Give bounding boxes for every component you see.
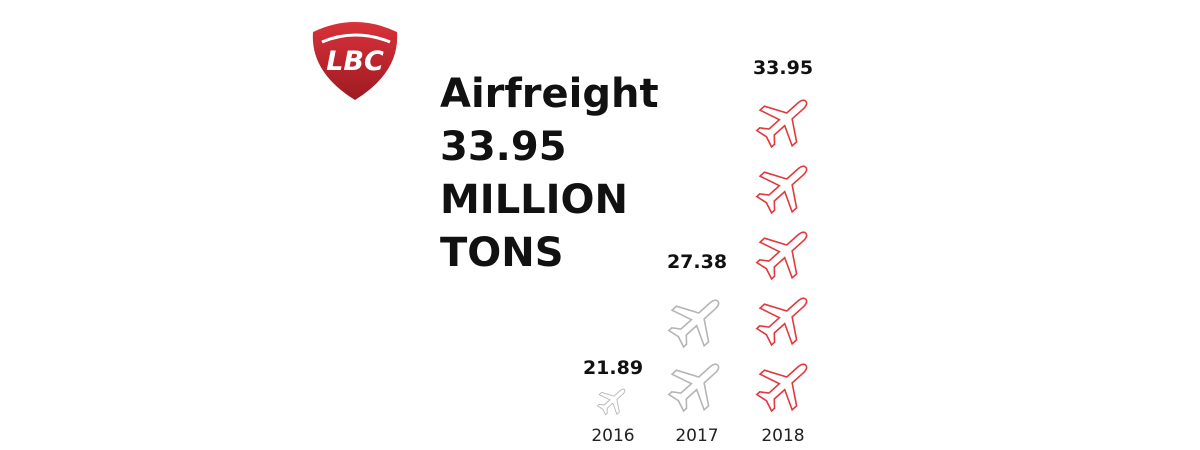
icon-column [592,379,634,421]
logo-shield [312,22,398,100]
year-label: 2018 [761,426,804,446]
plane-icon [747,214,823,290]
title-line: 33.95 [440,124,567,170]
plane-icon [747,346,823,422]
logo: LBC [312,22,398,100]
year-label: 2017 [675,426,718,446]
plane-icon [747,280,823,356]
plane-icon [659,346,735,422]
title-line: MILLION [440,177,628,223]
plane-icon [747,82,823,158]
logo-swoosh [321,33,391,44]
icon-column [747,82,823,422]
icon-column [659,282,735,422]
title-line: TONS [440,230,564,276]
title-line: Airfreight [440,71,659,117]
headline: Airfreight 33.95 MILLION TONS [440,71,659,276]
logo-text: LBC [326,46,384,77]
plane-icon [592,379,634,421]
value-label: 33.95 [753,57,813,79]
value-label: 21.89 [583,357,643,379]
plane-icon [659,282,735,358]
year-label: 2016 [591,426,634,446]
plane-icon [747,148,823,224]
value-label: 27.38 [667,251,727,273]
